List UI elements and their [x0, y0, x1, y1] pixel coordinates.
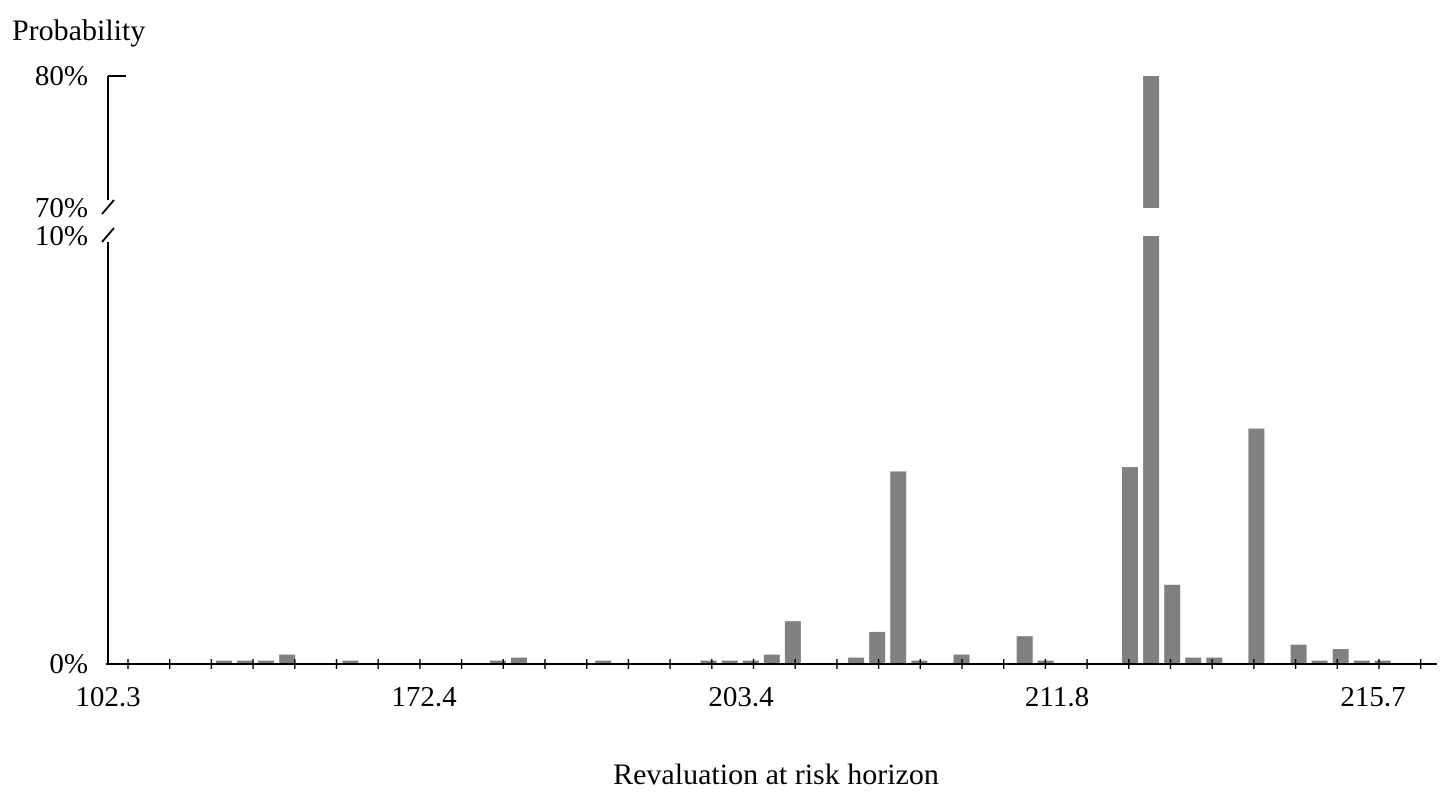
bar [1206, 657, 1223, 664]
y-tick-labels: 0% 10%70% 80% [35, 60, 88, 680]
bar [511, 657, 527, 664]
y-tick-label: 10% [35, 220, 88, 252]
bar [258, 660, 275, 664]
bar [1164, 584, 1181, 664]
bar [1311, 660, 1328, 664]
bar-upper-segment [1143, 76, 1160, 208]
y-axis-title: Probability [12, 14, 145, 47]
bar [216, 660, 232, 664]
bar [784, 621, 801, 664]
bar [848, 657, 865, 664]
bar [489, 660, 506, 664]
axes [101, 75, 1437, 669]
y-tick-label: 70% [35, 192, 88, 224]
y-tick-label: 80% [35, 60, 88, 92]
x-tick-labels: 102.3 172.4 203.4 211.8 215.7 [75, 681, 1405, 713]
bar [1332, 649, 1349, 664]
axis-break-mark-upper [101, 199, 115, 215]
bar [1185, 657, 1202, 664]
bar [279, 654, 296, 664]
bar [1353, 660, 1370, 664]
axis-break-mark-lower [101, 227, 115, 243]
y-tick-label: 0% [49, 648, 88, 680]
bar [1248, 428, 1265, 664]
bar [890, 471, 907, 664]
bar [721, 660, 738, 664]
bar [1122, 467, 1138, 664]
x-axis-title: Revaluation at risk horizon [613, 758, 939, 791]
x-tick-label: 203.4 [708, 681, 774, 713]
bar [595, 660, 612, 664]
bar [763, 654, 780, 664]
bar [237, 660, 254, 664]
bars [216, 76, 1391, 664]
x-tick-label: 215.7 [1340, 681, 1405, 713]
bar [1016, 636, 1033, 664]
bar [700, 660, 717, 664]
bar [1290, 644, 1307, 664]
x-tick-label: 172.4 [391, 681, 457, 713]
x-tick-label: 211.8 [1025, 681, 1089, 713]
bar [742, 660, 759, 664]
x-tick-label: 102.3 [75, 681, 140, 713]
bar [342, 660, 359, 664]
bar [911, 660, 928, 664]
bar [1374, 660, 1391, 664]
bar [869, 631, 886, 664]
bar [1143, 236, 1160, 664]
